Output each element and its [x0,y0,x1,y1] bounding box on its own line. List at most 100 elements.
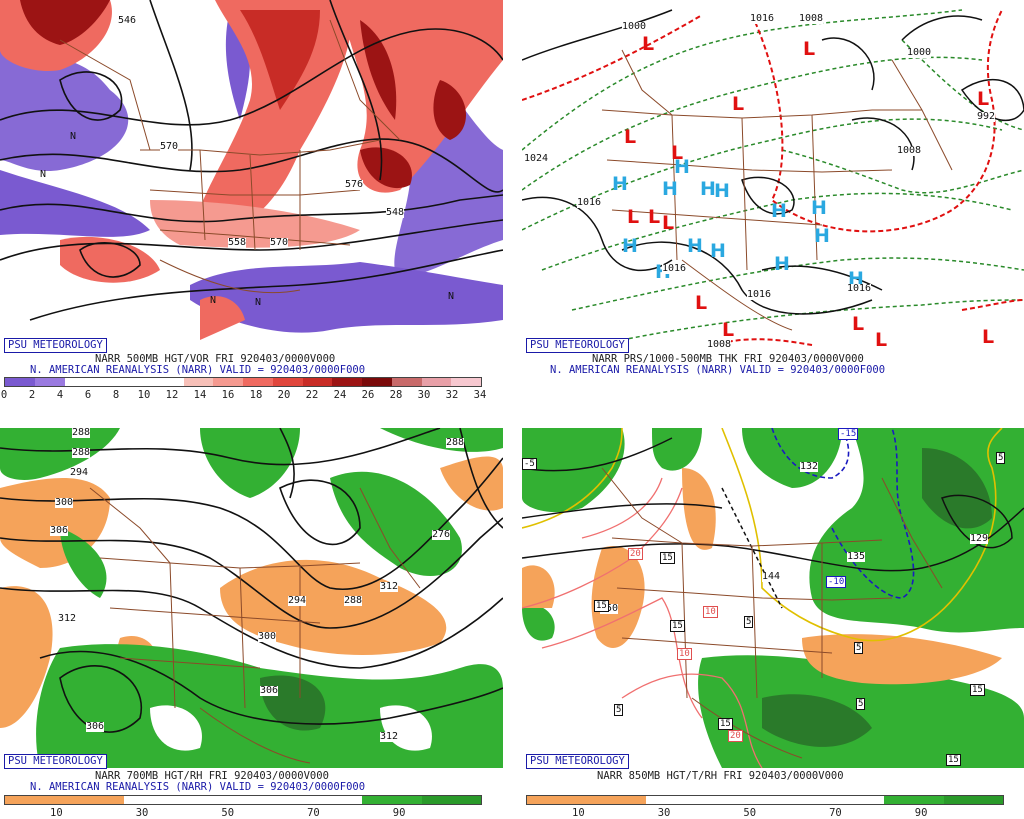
panel-title: NARR 700MB HGT/RH FRI 920403/0000V000 [95,770,329,782]
contour-label: 300 [55,497,74,508]
map-surface [522,0,1024,350]
temp-label: 10 [703,606,718,618]
isobar-label: 1024 [524,153,549,164]
temp-label: -10 [826,576,847,588]
low-pressure-marker: L [722,319,735,341]
colorbar-tick-label: 28 [389,389,403,401]
colorbar-swatch [765,796,825,804]
map-850mb [522,428,1024,768]
psu-meteorology-badge: PSU METEOROLOGY [526,754,629,769]
colorbar-ticks: 0 2 4 6 8 10 12 14 16 18 20 22 24 26 28 30 32 34 [0,389,486,401]
temp-label: 15 [946,754,961,766]
colorbar-swatch [302,796,362,804]
colorbar-tick-label: 20 [277,389,291,401]
colorbar-swatch [183,796,243,804]
colorbar-tick-label: 30 [135,807,149,819]
high-pressure-marker: H [811,197,827,219]
isobar-label: 1016 [662,263,687,274]
low-pressure-marker: L [648,206,661,228]
colorbar-ticks: 10 30 50 70 90 [526,807,1002,819]
colorbar-swatch [884,796,944,804]
colorbar-swatch [124,796,184,804]
colorbar-tick-label: 26 [361,389,375,401]
contour-label: 576 [345,179,364,190]
contour-label: 144 [762,571,781,582]
colorbar-swatch [5,378,35,386]
colorbar-swatch [586,796,646,804]
colorbar-swatch [362,796,422,804]
colorbar-tick-label: 50 [221,807,235,819]
colorbar-swatch [421,796,481,804]
colorbar-swatch [243,378,273,386]
colorbar-rh [4,795,482,805]
contour-label: 306 [86,721,105,732]
colorbar-vorticity [4,377,482,387]
colorbar-ticks: 10 30 50 70 90 [4,807,480,819]
colorbar-swatch [705,796,765,804]
contour-label: 306 [50,525,69,536]
temp-label: 20 [628,548,643,560]
panel-850mb-temp-rh: 150 144 135 129 132 -15 -10 -5 5 10 10 1… [522,428,1024,819]
contour-label: 294 [288,595,307,606]
temp-label: 5 [614,704,624,716]
colorbar-tick-label: 2 [28,389,36,401]
colorbar-tick-label: 70 [307,807,320,819]
panel-title: NARR 850MB HGT/T/RH FRI 920403/0000V000 [597,770,844,782]
high-pressure-marker: H [774,253,790,275]
map-700mb [0,428,503,768]
contour-label: 288 [446,437,465,448]
colorbar-tick-label: 4 [56,389,64,401]
contour-label: 276 [432,529,451,540]
vort-marker: N [448,291,455,302]
isobar-label: 1008 [799,13,824,24]
high-pressure-marker: H [771,200,787,222]
contour-label: 548 [386,207,405,218]
low-pressure-marker: L [642,33,655,55]
vort-marker: N [40,169,47,180]
panel-surface-pressure-thickness: HHHHHHHHHHHHHHLLLLLLLLLLLLLL 1016 1008 1… [522,0,1024,402]
contour-label: 150 [600,603,619,614]
colorbar-tick-label: 18 [249,389,263,401]
colorbar-tick-label: 10 [137,389,151,401]
temp-label: 20 [728,730,743,742]
colorbar-swatch [153,378,184,386]
colorbar-swatch [362,378,392,386]
high-pressure-marker: H [622,235,638,257]
colorbar-tick-label: 22 [305,389,319,401]
colorbar-tick-label: 10 [572,807,585,819]
temp-label: 5 [856,698,866,710]
panel-title: NARR 500MB HGT/VOR FRI 920403/0000V000 [95,353,336,365]
colorbar-tick-label: 90 [392,807,406,819]
low-pressure-marker: L [982,326,995,348]
contour-label: 312 [380,731,399,742]
isobar-label: 1000 [907,47,932,58]
low-pressure-marker: L [803,38,816,60]
colorbar-tick-label: 34 [473,389,487,401]
colorbar-swatch [527,796,587,804]
contour-label: 546 [118,15,137,26]
colorbar-swatch [183,378,214,386]
contour-label: 288 [72,427,91,438]
colorbar-tick-label: 0 [0,389,8,401]
temp-label: 15 [660,552,675,564]
temp-label: 5 [744,616,754,628]
contour-label: 312 [380,581,399,592]
contour-label: 288 [72,447,91,458]
isobar-label: 1016 [577,197,602,208]
low-pressure-marker: L [875,329,888,351]
temp-label: -15 [838,428,859,440]
contour-label: 570 [160,141,179,152]
temp-label: 10 [677,648,692,660]
panel-title: NARR PRS/1000-500MB THK FRI 920403/0000V… [592,353,864,365]
high-pressure-marker: H [612,173,628,195]
map-500mb [0,0,503,350]
colorbar-swatch [421,378,452,386]
colorbar-tick-label: 32 [445,389,459,401]
isobar-label: 1016 [847,283,872,294]
high-pressure-marker: H [848,268,864,290]
high-pressure-marker: H [662,178,678,200]
colorbar-tick-label: 50 [743,807,757,819]
low-pressure-marker: L [695,292,708,314]
high-pressure-marker: H [674,156,690,178]
colorbar-swatch [824,796,884,804]
